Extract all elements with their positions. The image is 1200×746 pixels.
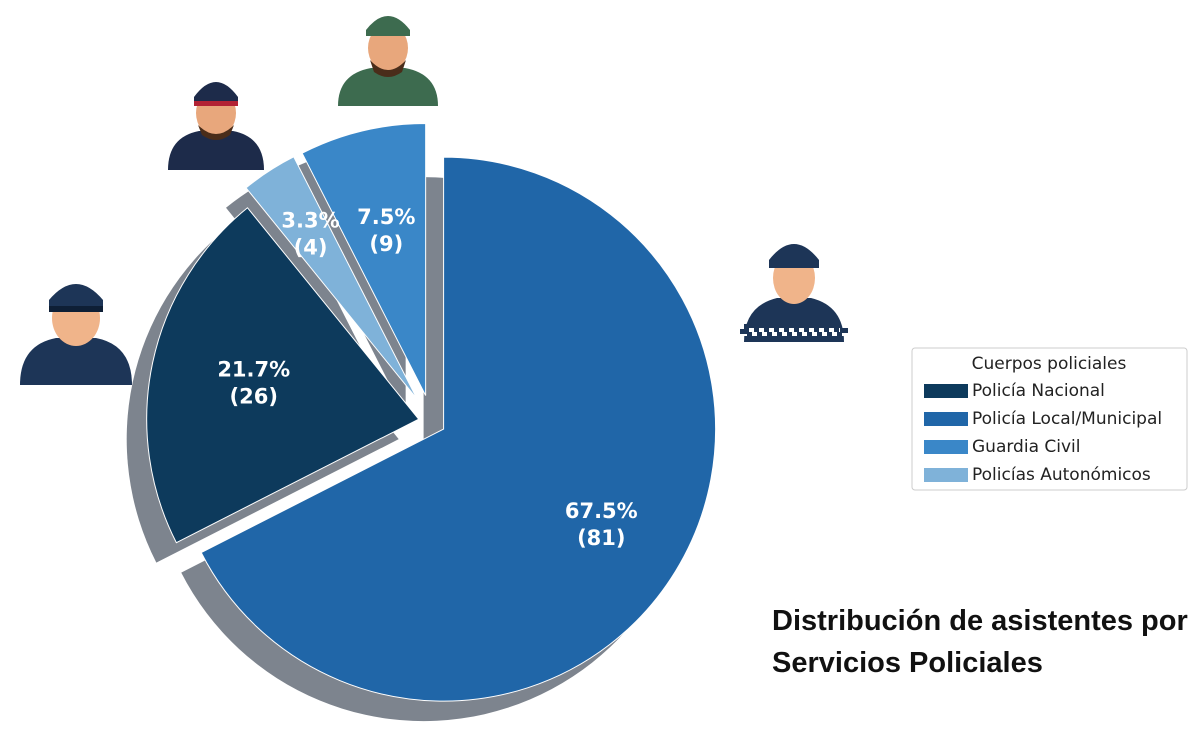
slice xyxy=(301,123,427,396)
icon-officer xyxy=(338,16,438,106)
legend-title: Cuerpos policiales xyxy=(972,354,1127,374)
icon-officer xyxy=(168,82,264,170)
legend: Cuerpos policiales Policía Nacional Policí… xyxy=(911,347,1188,491)
legend-box xyxy=(911,347,1188,491)
legend-swatch xyxy=(924,468,968,482)
icon-officer xyxy=(740,244,848,342)
chart-title: Distribución de asistentes por Servicios… xyxy=(772,605,1188,679)
icons xyxy=(20,16,848,385)
legend-swatch xyxy=(924,412,968,426)
value-label: 21.7% xyxy=(217,358,290,382)
legend-label: Policía Nacional xyxy=(972,381,1105,401)
legend-label: Policía Local/Municipal xyxy=(972,409,1162,429)
slice xyxy=(200,156,717,702)
icon-officer xyxy=(20,284,132,385)
value-label: (4) xyxy=(294,235,328,259)
value-label: (26) xyxy=(230,385,278,409)
value-label: 3.3% xyxy=(281,208,339,232)
legend-label: Policías Autonómicos xyxy=(972,465,1151,485)
legend-swatch xyxy=(924,440,968,454)
slice xyxy=(146,207,420,544)
slice xyxy=(245,156,418,400)
value-label: (81) xyxy=(577,526,625,550)
value-label: 7.5% xyxy=(357,205,415,229)
value-label: (9) xyxy=(369,232,403,256)
pie: 21.7% (26) 67.5% (81) 7.5% (9) 3.3% (4) xyxy=(126,123,717,722)
value-label: 67.5% xyxy=(565,499,638,523)
legend-label: Guardia Civil xyxy=(972,437,1081,457)
legend-swatch xyxy=(924,384,968,398)
